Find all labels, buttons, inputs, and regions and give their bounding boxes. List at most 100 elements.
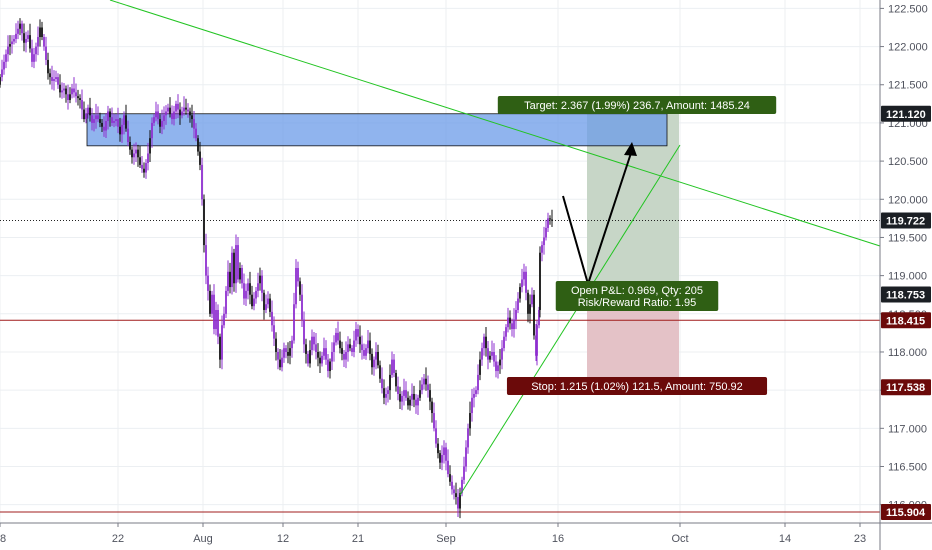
candle-body (155, 111, 157, 118)
candle-body (447, 460, 449, 475)
candle-body (131, 149, 133, 158)
candle-body (325, 348, 327, 360)
candle-body (67, 94, 69, 101)
candle-body (387, 390, 389, 394)
candle-body (343, 353, 345, 360)
candle-body (49, 73, 51, 78)
price-label: 121.120 (886, 109, 926, 121)
candle-body (145, 163, 147, 173)
price-axis-bg (880, 0, 932, 550)
candle-body (129, 142, 131, 150)
candle-body (259, 275, 261, 284)
candle-body (339, 340, 341, 349)
candle-body (71, 88, 73, 95)
candle-body (261, 275, 263, 293)
candle-body (45, 46, 47, 60)
drawings[interactable] (109, 0, 881, 496)
candle-body (331, 351, 333, 362)
candle-body (177, 103, 179, 110)
candle-body (285, 348, 287, 352)
candle-body (23, 33, 25, 43)
candle-body (419, 390, 421, 398)
candle-body (147, 153, 149, 164)
candle-body (107, 111, 109, 122)
candle-body (113, 121, 115, 123)
stop-label-text: Stop: 1.215 (1.02%) 121.5, Amount: 750.9… (531, 381, 743, 393)
candle-body (383, 388, 385, 398)
candle-body (367, 340, 369, 349)
candle-body (435, 428, 437, 444)
candle-body (251, 294, 253, 307)
candle-body (157, 111, 159, 120)
candle-body (533, 294, 535, 336)
candle-body (507, 317, 509, 328)
candle-body (287, 351, 289, 356)
target-label-text: Target: 2.367 (1.99%) 236.7, Amount: 148… (524, 100, 750, 112)
candle-body (337, 332, 339, 341)
candle-body (347, 344, 349, 352)
candle-body (59, 84, 61, 93)
candle-body (179, 109, 181, 116)
candle-body (321, 355, 323, 364)
candle-body (427, 384, 429, 391)
candle-body (249, 283, 251, 295)
candle-body (375, 351, 377, 360)
candle-body (535, 335, 537, 356)
candle-body (211, 294, 213, 314)
candle-body (255, 290, 257, 299)
arrow-head-icon[interactable] (624, 142, 637, 156)
candle-body (123, 115, 125, 125)
candle-body (33, 54, 35, 62)
candle-body (51, 77, 53, 81)
candle-body (165, 111, 167, 116)
candle-body (461, 479, 463, 494)
candle-body (359, 336, 361, 345)
candle-body (423, 378, 425, 385)
candle-body (335, 332, 337, 343)
candle-body (393, 359, 395, 373)
candle-body (541, 245, 543, 253)
candle-body (19, 23, 21, 29)
candle-body (317, 351, 319, 358)
candle-body (437, 443, 439, 454)
candle-body (41, 27, 43, 38)
candle-body (289, 348, 291, 356)
candle-body (361, 344, 363, 351)
candle-body (69, 94, 71, 101)
candle-body (415, 399, 417, 406)
candle-body (483, 336, 485, 349)
y-tick-label: 122.500 (888, 3, 928, 15)
candle-body (89, 107, 91, 116)
descending-trendline[interactable] (109, 0, 881, 247)
candle-body (365, 348, 367, 356)
candle-body (373, 359, 375, 368)
candle-body (61, 90, 63, 93)
price-label-bg (881, 105, 931, 122)
x-tick-label: Aug (193, 533, 213, 545)
candle-body (209, 290, 211, 314)
candle-body (213, 294, 215, 330)
candle-body (277, 351, 279, 360)
candle-body (411, 393, 413, 400)
candle-body (237, 245, 239, 280)
target-label-bg (497, 96, 777, 114)
candle-body (253, 298, 255, 307)
ascending-trendline[interactable] (459, 144, 681, 496)
candle-body (7, 46, 9, 55)
candle-body (185, 107, 187, 110)
candle-body (187, 109, 189, 112)
candle-body (87, 107, 89, 114)
candle-body (161, 121, 163, 127)
candle-body (257, 283, 259, 291)
x-tick-label: 22 (112, 533, 124, 545)
candle-body (327, 359, 329, 372)
candle-body (293, 304, 295, 341)
candle-body (103, 126, 105, 131)
candle-body (133, 153, 135, 158)
candle-body (143, 168, 145, 173)
y-tick-label: 117.000 (888, 423, 927, 435)
candle-body (399, 393, 401, 402)
candle-body (43, 37, 45, 47)
